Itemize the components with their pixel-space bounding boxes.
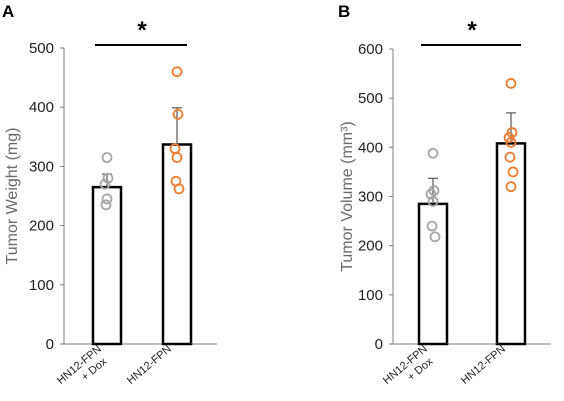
chart-panel-a: A 0 100 200 300 400 500 Tumor Weight (mg) HN12-F… bbox=[2, 2, 217, 397]
x-category-label: HN12-FPN+ Dox bbox=[381, 343, 438, 397]
x-category-label: HN12-FPN+ Dox bbox=[55, 343, 112, 397]
data-point bbox=[171, 66, 183, 78]
x-category-label-line: HN12-FPN bbox=[459, 343, 508, 387]
x-category-label: HN12-FPN bbox=[125, 343, 174, 387]
y-tick-label: 400 bbox=[358, 139, 383, 156]
x-category-label: HN12-FPN bbox=[459, 343, 508, 387]
panel-letter: B bbox=[338, 2, 350, 21]
data-point bbox=[427, 147, 439, 159]
data-point bbox=[102, 172, 114, 184]
data-point bbox=[505, 137, 517, 148]
data-point bbox=[172, 108, 184, 120]
y-tick-label: 0 bbox=[375, 336, 383, 353]
data-point bbox=[505, 78, 517, 89]
bar bbox=[495, 142, 527, 346]
bar bbox=[417, 202, 449, 346]
y-tick-label: 400 bbox=[29, 99, 54, 116]
data-point bbox=[426, 220, 438, 232]
bar bbox=[161, 143, 193, 346]
y-tick-label: 300 bbox=[29, 158, 54, 175]
significance-star: * bbox=[467, 17, 477, 44]
data-point bbox=[503, 132, 515, 143]
y-tick-label: 0 bbox=[46, 336, 54, 353]
data-point bbox=[100, 199, 112, 211]
data-point bbox=[99, 178, 111, 190]
significance-star: * bbox=[137, 17, 147, 44]
data-point bbox=[173, 183, 185, 195]
data-point bbox=[507, 166, 519, 178]
data-point bbox=[429, 231, 441, 243]
y-tick-label: 500 bbox=[29, 40, 54, 57]
data-point bbox=[171, 152, 183, 163]
y-tick-label: 500 bbox=[358, 90, 383, 107]
chart-panel-b: B 0 100 200 300 400 500 600 Tumor Volume (mm³) HN… bbox=[338, 2, 551, 397]
y-tick-label: 300 bbox=[358, 189, 383, 206]
y-axis-label: Tumor Volume (mm³) bbox=[339, 121, 356, 272]
y-tick-label: 100 bbox=[358, 287, 383, 304]
y-tick-label: 200 bbox=[29, 218, 54, 235]
y-tick-label: 200 bbox=[358, 238, 383, 255]
y-tick-label: 100 bbox=[29, 277, 54, 294]
data-point bbox=[505, 181, 517, 193]
data-point bbox=[101, 152, 113, 163]
bar bbox=[91, 185, 123, 346]
data-point bbox=[101, 193, 113, 205]
y-axis-label: Tumor Weight (mg) bbox=[4, 128, 21, 265]
data-point bbox=[425, 188, 437, 200]
data-point bbox=[427, 196, 439, 207]
panel-letter: A bbox=[2, 2, 14, 21]
data-point bbox=[504, 151, 516, 163]
x-category-label-line: HN12-FPN bbox=[125, 343, 174, 387]
y-tick-label: 600 bbox=[358, 41, 383, 58]
